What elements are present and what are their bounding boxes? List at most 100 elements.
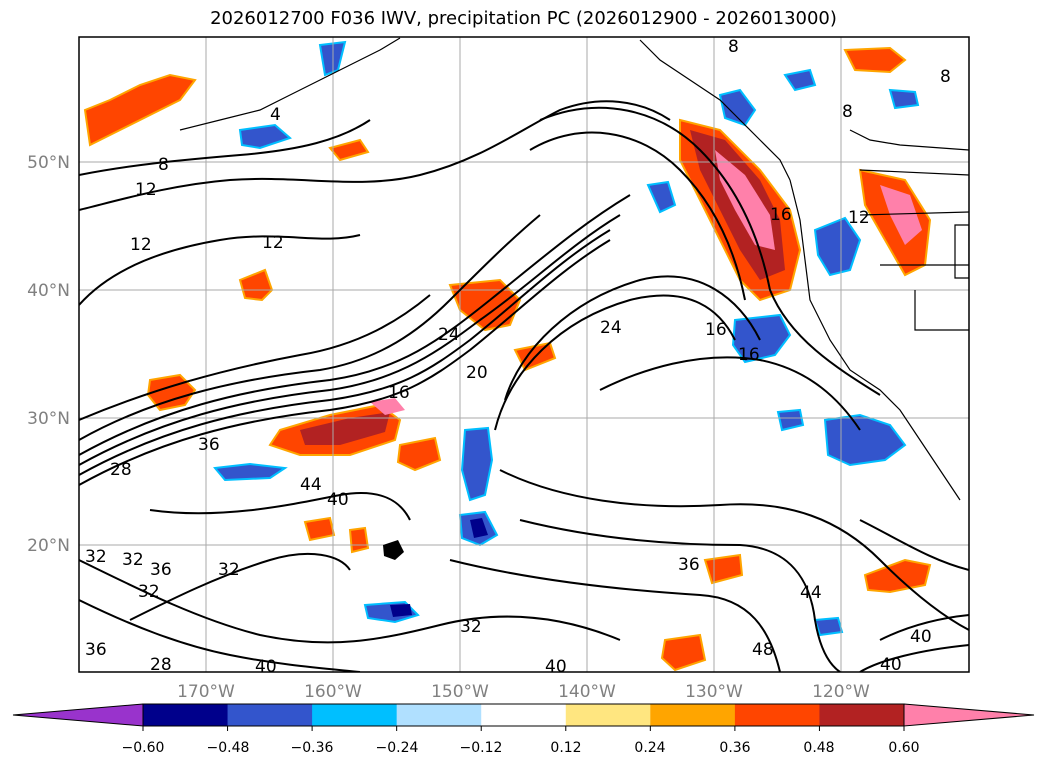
- precip-blob: [813, 616, 844, 637]
- map-frame: [78, 36, 970, 673]
- contour-label: 32: [122, 550, 144, 570]
- contour-label: 40: [255, 657, 277, 677]
- contour-label: 36: [198, 435, 220, 455]
- contour-label: 4: [270, 105, 281, 125]
- lat-labels: 50°N 40°N 30°N 20°N: [27, 153, 70, 556]
- colorbar-tick-label: −0.48: [207, 740, 250, 756]
- contour-label: 32: [218, 560, 240, 580]
- map-title: 2026012700 F036 IWV, precipitation PC (2…: [210, 8, 837, 29]
- precip-blob: [888, 88, 920, 110]
- precip-blob: [783, 68, 817, 92]
- contour-label: 16: [705, 320, 727, 340]
- colorbar-labels: −0.60 −0.48 −0.36 −0.24 −0.12 0.12 0.24 …: [122, 740, 920, 756]
- precip-blob: [823, 413, 907, 467]
- precip-blob: [776, 408, 805, 432]
- colorbar-extend-low: [12, 703, 144, 727]
- precip-blob: [715, 150, 775, 250]
- precip-blob: [238, 123, 292, 150]
- contour-label: 36: [85, 640, 107, 660]
- contour-label: 12: [130, 235, 152, 255]
- lat-label: 30°N: [27, 409, 70, 429]
- colorbar-tick-label: 0.60: [888, 740, 919, 756]
- colorbar-extend-high: [903, 703, 1035, 727]
- colorbar-tick-label: 0.48: [803, 740, 834, 756]
- colorbar: [12, 703, 1035, 731]
- lat-label: 40°N: [27, 281, 70, 301]
- contour-label: 40: [327, 490, 349, 510]
- contour-label: 32: [85, 547, 107, 567]
- precip-blob: [300, 412, 390, 445]
- precip-blob: [370, 398, 405, 415]
- contour-label: 12: [262, 233, 284, 253]
- contour-label: 28: [110, 460, 132, 480]
- contour-label: 40: [880, 655, 902, 675]
- precip-blob: [238, 268, 274, 302]
- colorbar-tick-label: −0.60: [122, 740, 165, 756]
- contour-label: 12: [848, 208, 870, 228]
- map-panel: 4 8 8 8 8 12 12 12 16 16 16 16 20 24 24 …: [79, 37, 969, 677]
- contour-label: 24: [438, 325, 460, 345]
- contour-label: 40: [910, 627, 932, 647]
- colorbar-segment: [143, 704, 229, 726]
- colorbar-segment: [312, 704, 398, 726]
- colorbar-segment: [565, 704, 651, 726]
- colorbar-tick-label: −0.24: [376, 740, 419, 756]
- colorbar-tick-label: −0.12: [460, 740, 503, 756]
- contour-label: 32: [138, 582, 160, 602]
- colorbar-segment: [734, 704, 820, 726]
- contour-label: 48: [752, 640, 774, 660]
- lat-label: 20°N: [27, 536, 70, 556]
- contour-label: 12: [135, 180, 157, 200]
- lon-label: 140°W: [558, 682, 616, 702]
- colorbar-segment: [819, 704, 905, 726]
- lon-label: 130°W: [685, 682, 743, 702]
- precip-blob: [348, 526, 370, 554]
- contour-label: 8: [728, 37, 739, 57]
- contour-label: 36: [678, 555, 700, 575]
- contour-label: 20: [466, 363, 488, 383]
- colorbar-segment: [396, 704, 482, 726]
- colorbar-segment: [481, 704, 567, 726]
- contour-label: 8: [158, 155, 169, 175]
- colorbar-frame: [142, 703, 905, 727]
- precip-blob: [646, 180, 677, 214]
- contour-label: 40: [545, 657, 567, 677]
- contour-label: 28: [150, 655, 172, 675]
- precip-blob: [660, 633, 707, 672]
- coastlines: [179, 37, 969, 501]
- colorbar-segment: [227, 704, 313, 726]
- colorbar-tick-label: 0.36: [719, 740, 750, 756]
- contour-label: 8: [842, 102, 853, 122]
- lon-label: 170°W: [177, 682, 235, 702]
- precip-blob: [460, 426, 494, 502]
- lon-label: 160°W: [304, 682, 362, 702]
- contour-label: 24: [600, 318, 622, 338]
- contour-label: 16: [738, 345, 760, 365]
- precip-blob: [843, 46, 907, 74]
- lat-label: 50°N: [27, 153, 70, 173]
- lon-labels: 170°W 160°W 150°W 140°W 130°W 120°W: [177, 682, 870, 702]
- precip-blob: [731, 313, 792, 364]
- contour-label-group: 4 8 8 8 8 12 12 12 16 16 16 16 20 24 24 …: [85, 37, 951, 677]
- black-precip-blob: [383, 540, 404, 560]
- contour-label: 16: [770, 205, 792, 225]
- colorbar-tick-label: 0.12: [550, 740, 581, 756]
- colorbar-segment: [650, 704, 736, 726]
- precip-blob: [303, 516, 336, 542]
- precip-blob: [718, 88, 757, 127]
- precip-negative-regions: [213, 40, 920, 637]
- precip-blob: [880, 185, 922, 245]
- contour-label: 32: [460, 617, 482, 637]
- lon-label: 120°W: [812, 682, 870, 702]
- colorbar-tick-label: 0.24: [634, 740, 665, 756]
- iwv-contours: [79, 100, 969, 672]
- precip-blob: [83, 73, 197, 147]
- contour-label: 8: [940, 67, 951, 87]
- contour-label: 44: [300, 475, 322, 495]
- lon-label: 150°W: [431, 682, 489, 702]
- precip-blob: [328, 138, 370, 162]
- precip-blob: [390, 604, 412, 617]
- colorbar-tick-label: −0.36: [291, 740, 334, 756]
- contour-label: 44: [800, 583, 822, 603]
